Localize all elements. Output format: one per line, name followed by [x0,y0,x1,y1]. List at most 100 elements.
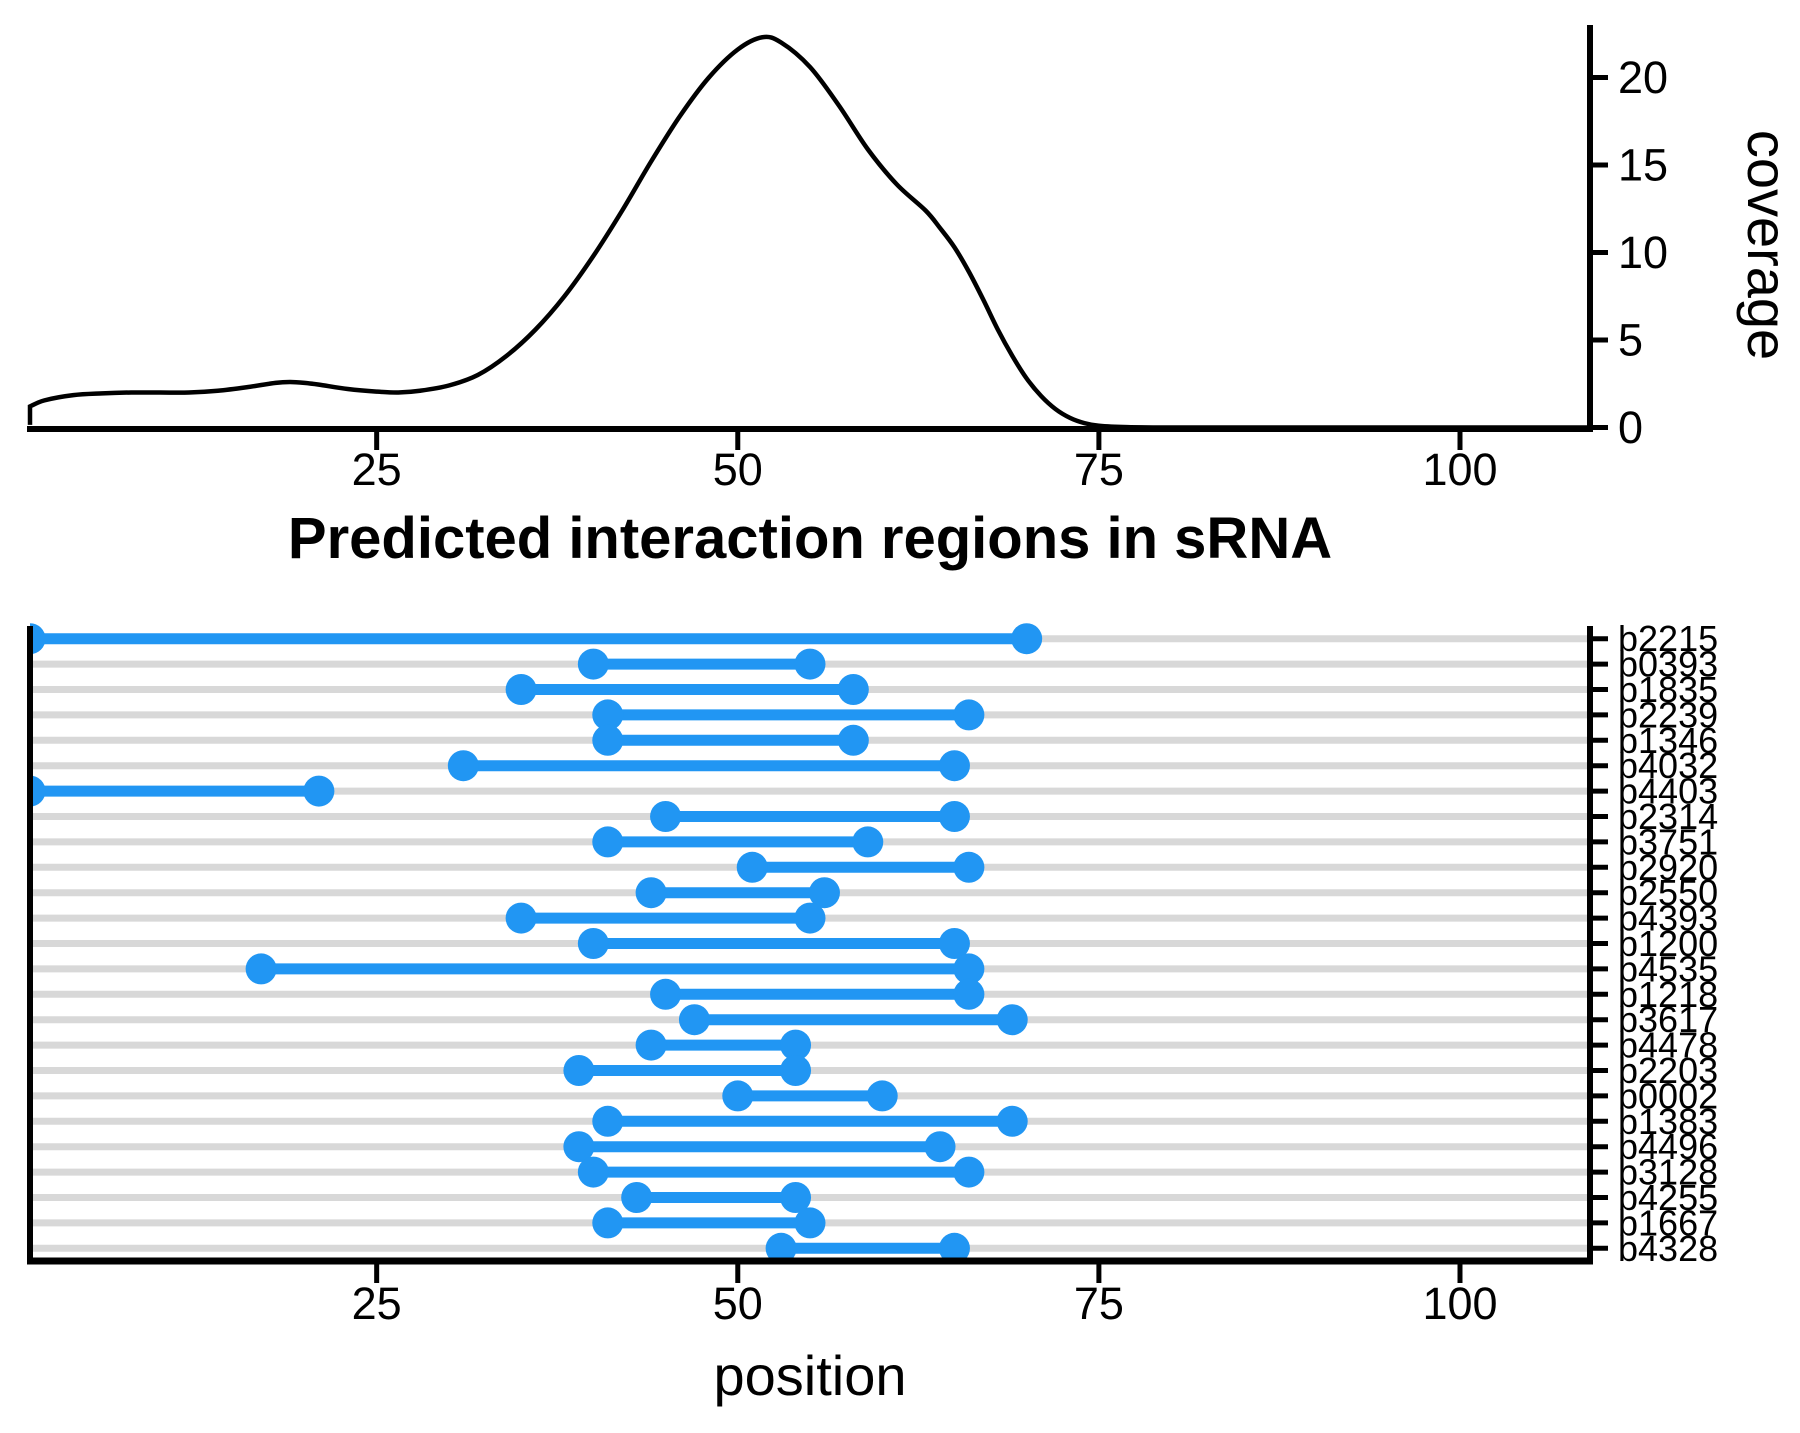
segment-b4328 [765,1232,970,1264]
segment-b3617 [678,1004,1028,1036]
segment-start-dot [30,775,46,807]
segment-start-dot [635,1029,667,1061]
coverage-tick-label: 0 [1618,402,1643,453]
segment-b4403 [30,775,335,807]
segment-end-dot [794,1207,826,1239]
segment-start-dot [505,902,537,934]
segment-b0393 [577,648,826,680]
segment-end-dot [780,1029,812,1061]
row-label-b1200: b1200 [1618,923,1718,964]
segment-start-dot [505,674,537,705]
row-label-b3128: b3128 [1618,1152,1718,1193]
row-label-b3617: b3617 [1618,999,1718,1040]
x-axis-title: position [713,1344,906,1407]
segment-b2239 [592,699,985,731]
coverage-tick-label: 5 [1618,315,1643,366]
row-label-b2550: b2550 [1618,872,1718,913]
segment-end-dot [794,648,826,680]
segment-end-dot [866,1080,898,1112]
segment-end-dot [996,1105,1028,1137]
row-label-b4328: b4328 [1618,1228,1718,1269]
segment-b2550 [635,877,840,909]
row-label-b1835: b1835 [1618,669,1718,710]
segment-b2920 [736,851,985,883]
segment-b4032 [447,750,970,782]
top-x-tick-label: 100 [1422,444,1497,495]
segment-end-dot [938,1232,970,1264]
row-label-b2215: b2215 [1618,618,1718,659]
bottom-x-tick-label: 25 [352,1278,402,1329]
segment-end-dot [852,826,884,858]
segment-start-dot [592,699,624,731]
segment-end-dot [1011,623,1043,655]
row-label-b1218: b1218 [1618,974,1718,1015]
segment-start-dot [678,1004,710,1036]
segment-start-dot [592,826,624,858]
segment-start-dot [592,724,624,756]
bottom-x-tick-label: 50 [713,1278,763,1329]
segment-axes: b2215b0393b1835b2239b1346b4032b4403b2314… [27,618,1718,1329]
segment-b4478 [635,1029,812,1061]
bottom-x-tick-label: 100 [1422,1278,1497,1329]
chart-title: Predicted interaction regions in sRNA [288,506,1332,571]
segment-end-dot [780,1055,812,1086]
segment-b3751 [592,826,884,858]
row-label-b1346: b1346 [1618,720,1718,761]
segment-b4535 [245,953,985,985]
segment-end-dot [837,724,869,756]
segment-b1835 [505,674,869,705]
coverage-axes: 25 50 75 100 0 5 10 15 20 [27,25,1668,495]
segment-end-dot [938,750,970,782]
row-label-b4255: b4255 [1618,1177,1718,1218]
segment-b2314 [650,801,970,832]
segment-b2215 [30,623,1043,655]
segment-start-dot [577,648,609,680]
segment-b4255 [621,1182,812,1213]
row-label-b4393: b4393 [1618,898,1718,939]
segment-b4393 [505,902,826,934]
segment-end-dot [938,928,970,959]
segment-end-dot [303,775,335,807]
segment-end-dot [794,902,826,934]
coverage-tick-label: 10 [1618,227,1668,278]
segment-start-dot [447,750,479,782]
segment-end-dot [780,1182,812,1213]
coverage-tick-label: 15 [1618,140,1668,191]
top-x-tick-label: 75 [1074,444,1124,495]
segment-end-dot [953,699,985,731]
top-x-tick-label: 25 [352,444,402,495]
segment-start-dot [563,1131,595,1163]
row-label-b1667: b1667 [1618,1202,1718,1243]
segment-b1667 [592,1207,826,1239]
segment-start-dot [650,801,682,832]
segment-b4496 [563,1131,956,1163]
segment-end-dot [953,851,985,883]
y-axis-title: coverage [1736,130,1799,360]
segment-b1218 [650,978,985,1010]
segment-b1346 [592,724,869,756]
coverage-curve-group [27,34,1590,430]
row-label-b2203: b2203 [1618,1050,1718,1091]
segment-start-dot [592,1207,624,1239]
segment-start-dot [30,623,46,655]
segment-b2203 [563,1055,812,1086]
segment-start-dot [245,953,277,985]
row-label-b3751: b3751 [1618,821,1718,862]
segment-b1383 [592,1105,1028,1137]
row-label-b4032: b4032 [1618,745,1718,786]
segment-start-dot [722,1080,754,1112]
coverage-curve [27,34,1590,430]
segment-end-dot [996,1004,1028,1036]
row-label-b0393: b0393 [1618,644,1718,685]
top-x-tick-label: 50 [713,444,763,495]
segment-start-dot [736,851,768,883]
bottom-x-tick-label: 75 [1074,1278,1124,1329]
row-label-b1383: b1383 [1618,1101,1718,1142]
segment-b0002 [722,1080,898,1112]
row-label-b0002: b0002 [1618,1075,1718,1116]
row-label-b2920: b2920 [1618,847,1718,888]
segment-start-dot [621,1182,653,1213]
segment-end-dot [924,1131,956,1163]
segment-start-dot [563,1055,595,1086]
segment-start-dot [650,978,682,1010]
